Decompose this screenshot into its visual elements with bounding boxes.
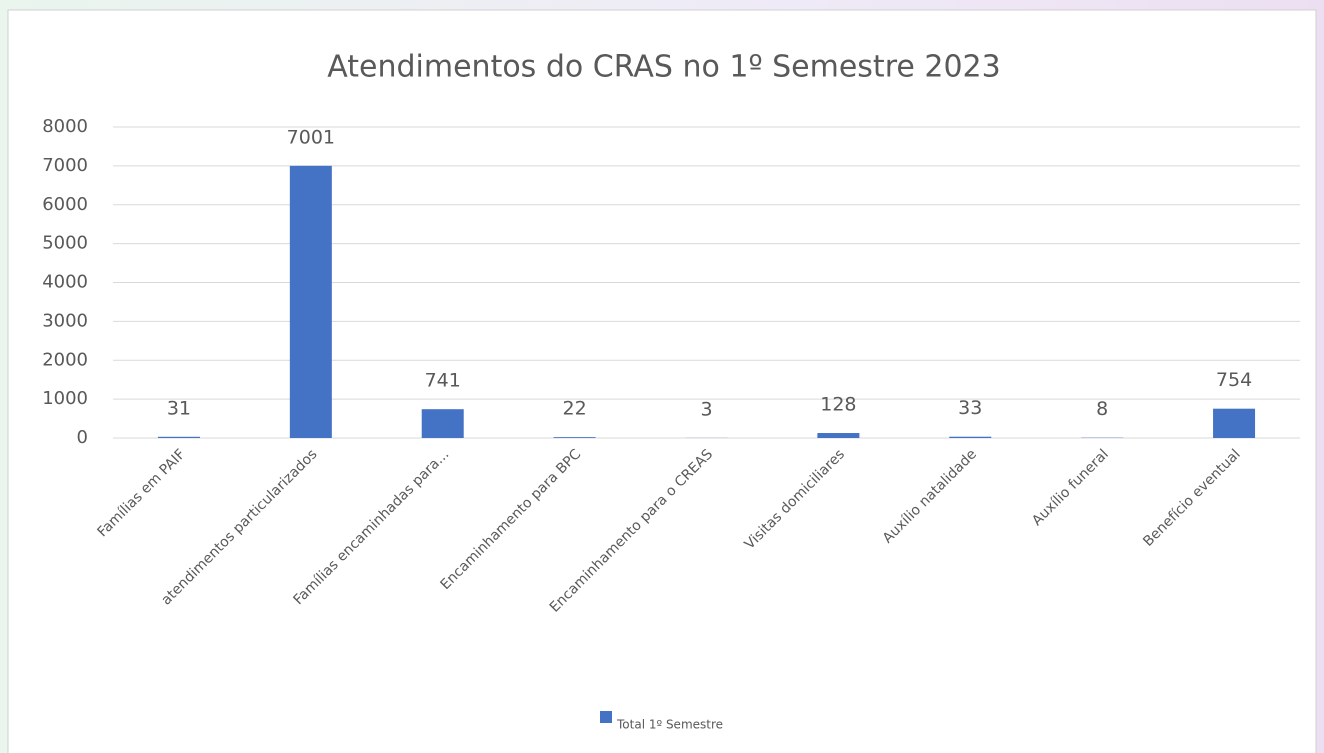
y-tick-label: 6000 <box>42 194 88 215</box>
bar <box>817 433 860 438</box>
legend-swatch <box>600 711 612 723</box>
data-label: 31 <box>167 397 191 419</box>
y-tick-label: 1000 <box>42 388 88 409</box>
bar <box>157 436 200 438</box>
bar <box>289 165 332 438</box>
y-tick-label: 3000 <box>42 310 88 331</box>
data-label: 7001 <box>287 126 335 148</box>
y-tick-label: 0 <box>77 427 88 448</box>
data-label: 3 <box>700 398 712 420</box>
bar <box>1213 408 1256 438</box>
data-label: 754 <box>1216 369 1252 391</box>
bar <box>553 437 596 438</box>
y-tick-label: 5000 <box>42 233 88 254</box>
bar <box>949 436 992 438</box>
y-tick-label: 2000 <box>42 349 88 370</box>
bar <box>421 409 464 438</box>
data-label: 22 <box>563 398 587 420</box>
legend-label: Total 1º Semestre <box>616 718 723 732</box>
data-label: 8 <box>1096 398 1108 420</box>
y-tick-label: 4000 <box>42 272 88 293</box>
y-tick-label: 8000 <box>42 116 88 137</box>
data-label: 33 <box>958 397 982 419</box>
y-tick-label: 7000 <box>42 155 88 176</box>
chart-card <box>7 9 1317 753</box>
data-label: 741 <box>425 370 461 392</box>
data-label: 128 <box>820 394 856 416</box>
chart-title: Atendimentos do CRAS no 1º Semestre 2023 <box>327 50 1000 85</box>
